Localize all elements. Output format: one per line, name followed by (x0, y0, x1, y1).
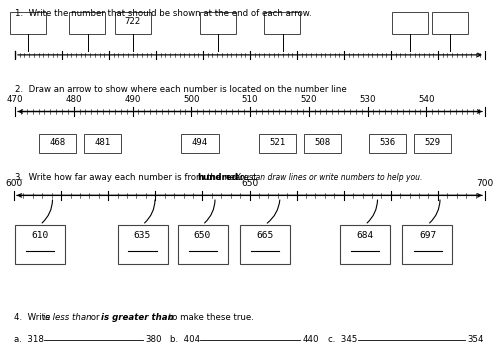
Bar (259, 134, 296, 153)
Text: 722: 722 (124, 17, 140, 26)
Text: 440: 440 (302, 335, 319, 344)
Bar (182, 134, 219, 153)
Text: 700: 700 (476, 179, 494, 188)
Text: 1.  Write the number that should be shown at the end of each arrow.: 1. Write the number that should be shown… (15, 9, 312, 18)
Text: 530: 530 (359, 95, 376, 104)
Bar (340, 225, 390, 264)
Text: 468: 468 (50, 138, 66, 147)
Text: 520: 520 (300, 95, 317, 104)
Text: to make these true.: to make these true. (166, 313, 254, 322)
Text: 470: 470 (7, 95, 23, 104)
Text: is less than: is less than (43, 313, 92, 322)
Bar (392, 12, 428, 34)
Text: 665: 665 (256, 231, 274, 240)
Text: 380: 380 (145, 335, 162, 344)
Text: a.  318: a. 318 (14, 335, 44, 344)
Text: 650: 650 (242, 179, 258, 188)
Text: 697: 697 (419, 231, 436, 240)
Text: You can draw lines or write numbers to help you.: You can draw lines or write numbers to h… (231, 173, 422, 182)
Bar (369, 134, 406, 153)
Text: 354: 354 (468, 335, 484, 344)
Bar (240, 225, 290, 264)
Bar (264, 12, 300, 34)
Bar (304, 134, 341, 153)
Text: 508: 508 (314, 138, 330, 147)
Text: 4.  Write: 4. Write (14, 313, 53, 322)
Text: 635: 635 (134, 231, 151, 240)
Text: 536: 536 (380, 138, 396, 147)
Text: hundred.: hundred. (197, 173, 241, 182)
Text: 540: 540 (418, 95, 434, 104)
Text: 510: 510 (242, 95, 258, 104)
Bar (200, 12, 235, 34)
Text: b.  404: b. 404 (170, 335, 200, 344)
Bar (10, 12, 46, 34)
Text: or: or (88, 313, 102, 322)
Text: c.  345: c. 345 (328, 335, 357, 344)
Bar (118, 225, 168, 264)
Bar (402, 225, 452, 264)
Text: 521: 521 (270, 138, 285, 147)
Bar (114, 12, 150, 34)
Text: 500: 500 (183, 95, 200, 104)
Text: 600: 600 (6, 179, 22, 188)
Text: 494: 494 (192, 138, 208, 147)
Bar (432, 12, 468, 34)
Bar (39, 134, 76, 153)
Bar (15, 225, 65, 264)
Text: 480: 480 (66, 95, 82, 104)
Text: 529: 529 (424, 138, 440, 147)
Text: 3.  Write how far away each number is from the nearest: 3. Write how far away each number is fro… (15, 173, 260, 182)
Text: 490: 490 (124, 95, 140, 104)
Text: 650: 650 (194, 231, 211, 240)
Bar (84, 134, 121, 153)
Text: 684: 684 (356, 231, 374, 240)
Text: 610: 610 (32, 231, 48, 240)
Text: is greater than: is greater than (101, 313, 174, 322)
Bar (414, 134, 451, 153)
Bar (70, 12, 106, 34)
Text: 2.  Draw an arrow to show where each number is located on the number line: 2. Draw an arrow to show where each numb… (15, 85, 347, 94)
Text: 481: 481 (94, 138, 110, 147)
Bar (178, 225, 228, 264)
